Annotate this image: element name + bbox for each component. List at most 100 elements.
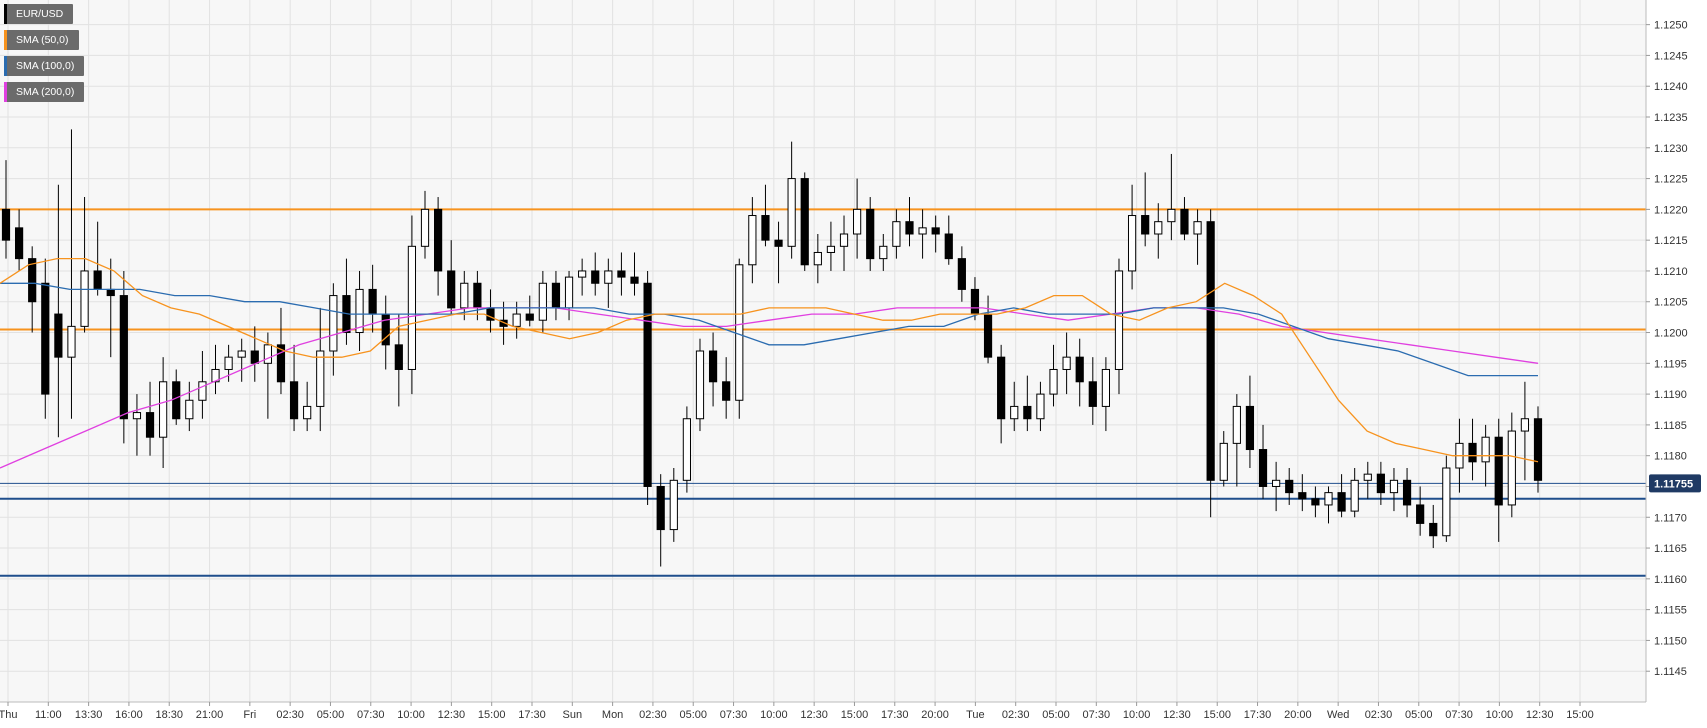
candle-body: [748, 215, 757, 266]
candle-body: [630, 276, 639, 284]
x-tick-label: Wed: [1327, 709, 1349, 721]
candle-body: [970, 288, 980, 315]
candle-body: [1127, 215, 1137, 272]
candle: [211, 344, 220, 395]
x-tick-label: 10:00: [760, 709, 788, 721]
candle-body: [1311, 498, 1320, 506]
y-tick-label: 1.1225: [1654, 174, 1688, 186]
candle: [1533, 406, 1543, 493]
candle: [1114, 258, 1124, 395]
y-tick-label: 1.1145: [1654, 666, 1687, 678]
x-tick-label: 02:30: [1002, 709, 1030, 721]
legend-item-sma200[interactable]: SMA (200,0): [4, 82, 85, 102]
x-tick-label: Mon: [602, 709, 623, 721]
candle: [1389, 468, 1399, 512]
y-tick-label: 1.1195: [1654, 358, 1687, 370]
x-tick-label: 05:00: [317, 709, 345, 721]
candle: [276, 307, 286, 395]
candle-body: [394, 344, 403, 370]
candle-body: [1141, 215, 1150, 235]
candle-body: [1193, 221, 1202, 235]
candle: [761, 184, 770, 247]
candle-body: [578, 270, 587, 278]
y-tick-label: 1.1210: [1654, 266, 1688, 278]
candle-body: [1088, 381, 1097, 407]
candle-body: [41, 282, 50, 395]
x-tick-label: 21:00: [196, 709, 224, 721]
y-tick-label: 1.1155: [1654, 605, 1687, 617]
x-tick-label: Fri: [243, 709, 256, 721]
candle: [997, 344, 1006, 444]
candle-body: [682, 418, 691, 481]
candle: [1468, 418, 1477, 481]
candle-body: [591, 270, 600, 284]
candle-body: [1167, 208, 1176, 223]
candle: [145, 381, 155, 456]
candle: [1520, 381, 1530, 481]
x-tick-label: 11:00: [35, 709, 62, 721]
candle: [1193, 209, 1202, 265]
x-axis-ticks: Thu 11:00 13:30 16:00 18:30 21:00 Fri 02:30 05:0…: [0, 702, 1594, 721]
horizontal-levels: [0, 208, 1646, 577]
candle: [1285, 468, 1294, 505]
candle: [866, 197, 875, 271]
current-price-tag: 1.11755: [1649, 474, 1701, 493]
candle: [813, 234, 822, 284]
candle: [918, 209, 927, 259]
candle: [1036, 381, 1045, 432]
candle: [708, 332, 718, 407]
candle: [1088, 357, 1097, 425]
x-tick-label: Sun: [563, 709, 583, 721]
y-tick-label: 1.1200: [1654, 328, 1688, 340]
candle: [722, 357, 731, 419]
candle: [355, 270, 364, 351]
candle-body: [1481, 436, 1490, 463]
y-tick-label: 1.1215: [1654, 235, 1688, 247]
legend: EUR/USD SMA (50,0) SMA (100,0) SMA (200,…: [4, 4, 85, 108]
candle-body: [1154, 221, 1163, 235]
legend-item-sma50[interactable]: SMA (50,0): [4, 30, 79, 50]
x-tick-label: 10:00: [1123, 709, 1151, 721]
candle-body: [1219, 442, 1228, 481]
x-tick-label: 05:00: [1405, 709, 1433, 721]
candle-body: [1010, 405, 1019, 420]
candle: [1494, 418, 1503, 542]
candle-body: [289, 381, 299, 420]
candle-body: [1520, 418, 1530, 432]
candle: [1402, 468, 1412, 518]
candle-body: [826, 245, 836, 253]
candle-body: [460, 282, 469, 309]
candle-body: [1416, 504, 1425, 524]
legend-label-sma200: SMA (200,0): [16, 86, 75, 98]
candle: [748, 197, 757, 284]
x-tick-label: 07:30: [720, 709, 748, 721]
candle-body: [420, 208, 430, 247]
candle: [1219, 431, 1228, 487]
legend-item-sma100[interactable]: SMA (100,0): [4, 56, 85, 76]
y-tick-label: 1.1220: [1654, 204, 1688, 216]
candle-body: [800, 178, 809, 266]
x-tick-label: 17:30: [1244, 709, 1272, 721]
candle-body: [617, 270, 626, 278]
candle-body: [512, 313, 521, 327]
candle-body: [1429, 522, 1438, 537]
candle: [1272, 461, 1281, 512]
candle: [525, 295, 534, 327]
candle: [1049, 344, 1058, 407]
x-tick-label: 18:30: [155, 709, 183, 721]
legend-item-eurusd[interactable]: EUR/USD: [4, 4, 74, 24]
candle-body: [1285, 479, 1294, 494]
candle: [263, 332, 272, 419]
candle: [826, 221, 836, 271]
candle-body: [1232, 405, 1241, 444]
candle-body: [250, 350, 259, 364]
legend-swatch-sma50: [4, 30, 7, 50]
candle-body: [525, 313, 534, 321]
candle-body: [1101, 368, 1110, 407]
candle: [1245, 375, 1255, 468]
legend-label-sma50: SMA (50,0): [16, 34, 69, 46]
candle: [853, 178, 862, 259]
candle: [1101, 357, 1110, 432]
candle: [1167, 153, 1176, 241]
